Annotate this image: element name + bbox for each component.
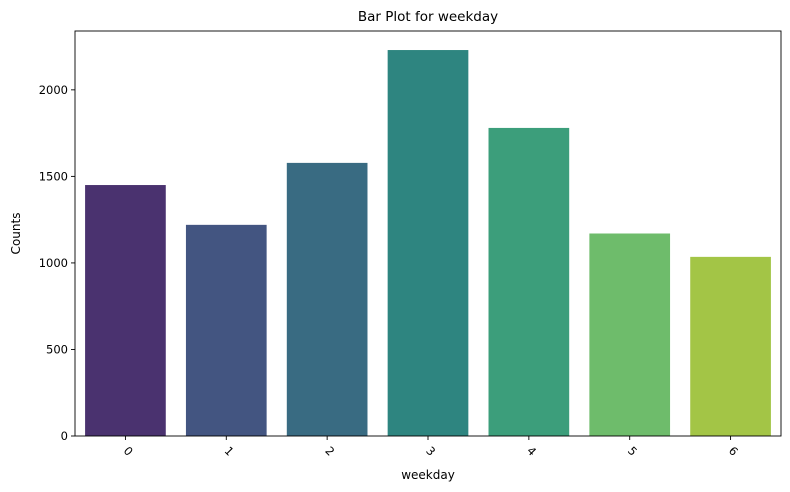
y-axis-label: Counts: [9, 213, 23, 255]
x-axis-ticks: 0 1 2 3 4 5 6: [121, 436, 741, 459]
bar-3: [387, 50, 469, 437]
bar-0: [85, 185, 166, 436]
y-tick-label: 1000: [39, 256, 68, 270]
bar-2: [286, 162, 368, 436]
bars-group: [85, 50, 771, 437]
x-tick-label: 6: [726, 444, 741, 459]
y-tick-label: 2000: [39, 83, 68, 97]
bar-1: [185, 224, 267, 436]
bar-6: [690, 256, 771, 436]
y-tick-label: 0: [61, 429, 68, 443]
x-tick-label: 0: [121, 444, 136, 459]
y-tick-label: 1500: [39, 169, 68, 183]
chart-title: Bar Plot for weekday: [358, 9, 498, 25]
bar-5: [589, 233, 671, 436]
x-tick-label: 3: [423, 444, 438, 459]
plot-frame: [74, 30, 782, 437]
x-axis-label: weekday: [401, 468, 455, 482]
x-tick-label: 1: [222, 444, 237, 459]
y-axis-ticks: 0 500 1000 1500 2000: [39, 83, 75, 443]
x-tick-label: 2: [322, 444, 337, 459]
x-tick-label: 4: [524, 444, 539, 459]
x-tick-label: 5: [625, 444, 640, 459]
bar-4: [488, 127, 570, 436]
y-tick-label: 500: [46, 342, 68, 356]
